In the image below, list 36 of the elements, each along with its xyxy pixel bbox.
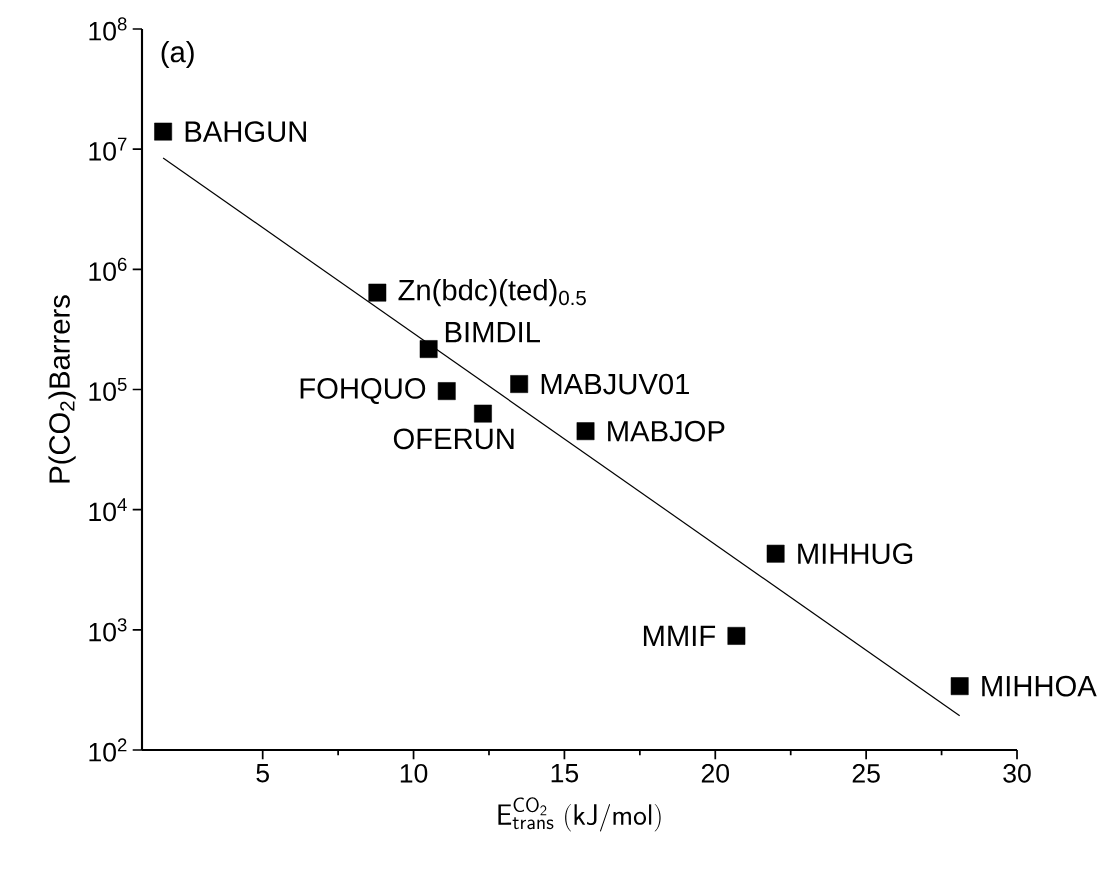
annotation: OFERUN (393, 428, 514, 450)
point (419, 340, 438, 358)
point (950, 677, 969, 696)
x-axis-title: $\mathsf{E}^{\mathsf{CO_2}}_{\mathsf{trans}}\ \mathsf{(kJ/mol)}$ (498, 797, 661, 832)
point (474, 404, 492, 423)
annotation: MIHHUG (798, 543, 913, 565)
annotation: BAHGUN (185, 121, 306, 142)
y-tick-label: 10$^{6}$ (89, 257, 127, 281)
point (368, 283, 387, 302)
y-tick-label: 10$^{3}$ (89, 618, 127, 642)
annotation: FOHQUO (300, 378, 426, 405)
x-tick-label: 15 (551, 763, 579, 783)
x-tick-label: 5 (256, 763, 269, 783)
annotation: Zn(bdc)(ted)$_{0.5}$ (398, 279, 586, 307)
annotation: MABJUV01 (541, 373, 689, 395)
x-tick-label: 20 (701, 763, 730, 783)
annotation: MIHHOA (982, 675, 1097, 697)
x-tick-label: 30 (1003, 763, 1031, 783)
point (727, 627, 746, 645)
point (154, 122, 173, 141)
y-tick-label: 10$^{2}$ (89, 738, 127, 762)
annotation: MMIF (643, 625, 716, 646)
annotation: MABJOP (608, 420, 725, 442)
point (576, 422, 595, 441)
annotation: BIMDIL (445, 322, 540, 343)
annotation: (a) (161, 40, 194, 69)
point (437, 382, 456, 400)
y-tick-label: 10$^{5}$ (89, 377, 127, 402)
x-tick-label: 25 (852, 763, 880, 783)
y-tick-label: 10$^{7}$ (89, 137, 127, 161)
point (510, 375, 529, 393)
point (766, 544, 785, 563)
y-tick-label: 10$^{8}$ (89, 17, 127, 41)
y-tick-label: 10$^{4}$ (89, 498, 127, 522)
x-tick-label: 10 (400, 763, 428, 783)
y-axis-title: P(CO$_{2}$)Barrers (48, 295, 76, 483)
